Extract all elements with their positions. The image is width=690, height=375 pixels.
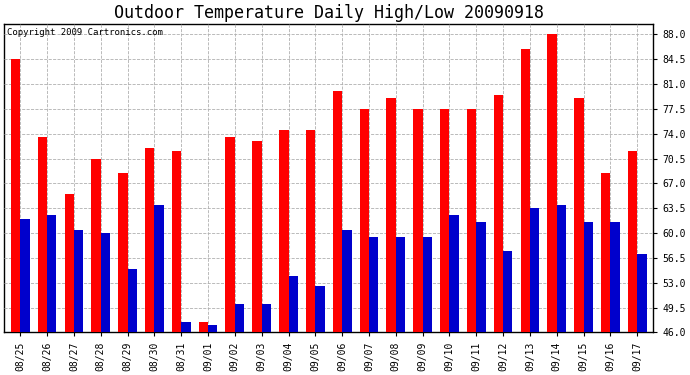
Bar: [155, 205, 164, 332]
Bar: [226, 137, 235, 332]
Bar: [145, 148, 155, 332]
Bar: [306, 130, 315, 332]
Text: Copyright 2009 Cartronics.com: Copyright 2009 Cartronics.com: [8, 28, 164, 38]
Bar: [611, 222, 620, 332]
Bar: [288, 276, 298, 332]
Bar: [333, 91, 342, 332]
Bar: [74, 230, 83, 332]
Bar: [396, 237, 405, 332]
Bar: [557, 205, 566, 332]
Bar: [20, 219, 30, 332]
Bar: [208, 326, 217, 332]
Bar: [199, 322, 208, 332]
Bar: [476, 222, 486, 332]
Bar: [574, 98, 584, 332]
Bar: [449, 215, 459, 332]
Bar: [101, 233, 110, 332]
Bar: [440, 109, 449, 332]
Bar: [584, 222, 593, 332]
Bar: [11, 59, 20, 332]
Bar: [235, 304, 244, 332]
Bar: [253, 141, 262, 332]
Bar: [315, 286, 325, 332]
Bar: [422, 237, 432, 332]
Bar: [342, 230, 351, 332]
Bar: [65, 194, 74, 332]
Bar: [628, 152, 637, 332]
Bar: [503, 251, 513, 332]
Bar: [128, 268, 137, 332]
Bar: [520, 48, 530, 332]
Bar: [637, 254, 647, 332]
Bar: [38, 137, 47, 332]
Bar: [172, 152, 181, 332]
Bar: [262, 304, 271, 332]
Bar: [91, 159, 101, 332]
Bar: [279, 130, 288, 332]
Bar: [601, 173, 611, 332]
Bar: [467, 109, 476, 332]
Bar: [547, 34, 557, 332]
Bar: [359, 109, 369, 332]
Bar: [386, 98, 396, 332]
Bar: [369, 237, 378, 332]
Bar: [181, 322, 190, 332]
Bar: [118, 173, 128, 332]
Bar: [494, 95, 503, 332]
Title: Outdoor Temperature Daily High/Low 20090918: Outdoor Temperature Daily High/Low 20090…: [114, 4, 544, 22]
Bar: [47, 215, 57, 332]
Bar: [413, 109, 422, 332]
Bar: [530, 208, 540, 332]
